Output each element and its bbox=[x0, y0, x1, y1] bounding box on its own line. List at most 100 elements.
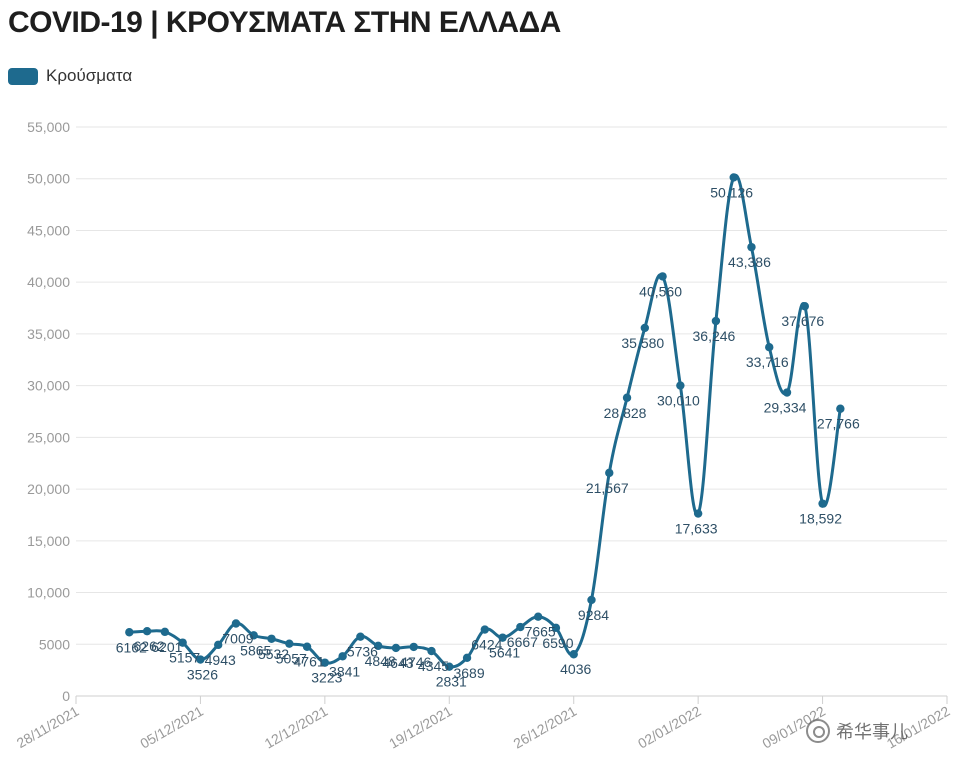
data-point[interactable] bbox=[427, 646, 436, 656]
data-point[interactable] bbox=[178, 638, 187, 647]
gridlines bbox=[76, 126, 947, 645]
data-point[interactable] bbox=[285, 639, 294, 648]
y-tick-label: 45,000 bbox=[27, 222, 70, 238]
data-point[interactable] bbox=[587, 595, 596, 605]
data-point[interactable] bbox=[480, 625, 490, 634]
data-label: 4643 bbox=[382, 655, 413, 671]
legend[interactable]: Κρούσματα bbox=[8, 66, 132, 86]
x-tick-label: 12/12/2021 bbox=[262, 703, 331, 752]
series-line-layer bbox=[129, 173, 842, 669]
data-point[interactable] bbox=[800, 302, 809, 311]
data-point[interactable] bbox=[267, 634, 276, 643]
data-point[interactable] bbox=[445, 662, 454, 671]
data-label: 37,676 bbox=[781, 313, 824, 329]
data-label: 3223 bbox=[311, 670, 342, 686]
data-point[interactable] bbox=[765, 342, 774, 352]
data-label: 36,246 bbox=[693, 328, 736, 344]
data-point[interactable] bbox=[551, 623, 561, 633]
data-point[interactable] bbox=[747, 242, 756, 252]
y-tick-label: 25,000 bbox=[27, 429, 70, 445]
data-point[interactable] bbox=[356, 632, 365, 641]
data-label: 3841 bbox=[329, 663, 360, 679]
data-point[interactable] bbox=[391, 643, 401, 653]
x-tick-label: 05/12/2021 bbox=[137, 703, 206, 752]
data-label: 6590 bbox=[542, 635, 573, 651]
data-label: 2831 bbox=[436, 674, 467, 690]
y-tick-label: 30,000 bbox=[27, 378, 70, 394]
chart-title: COVID-19 | ΚΡΟΥΣΜΑΤΑ ΣΤΗΝ ΕΛΛΑΔΑ bbox=[8, 6, 561, 39]
data-point[interactable] bbox=[533, 612, 543, 621]
data-label: 27,766 bbox=[817, 416, 860, 432]
data-point[interactable] bbox=[516, 622, 525, 632]
data-point[interactable] bbox=[214, 640, 223, 650]
x-tick-label: 19/12/2021 bbox=[386, 703, 455, 752]
data-point[interactable] bbox=[462, 653, 472, 663]
data-point[interactable] bbox=[249, 631, 258, 640]
data-label: 4761 bbox=[294, 654, 325, 670]
data-label: 18,592 bbox=[799, 511, 842, 527]
data-point[interactable] bbox=[622, 393, 632, 402]
x-tick-label: 26/12/2021 bbox=[511, 703, 580, 752]
watermark: 希华事儿 bbox=[806, 718, 908, 744]
data-points bbox=[125, 173, 845, 671]
data-label: 3689 bbox=[453, 665, 484, 681]
data-point[interactable] bbox=[836, 404, 845, 413]
data-point[interactable] bbox=[409, 642, 418, 652]
data-label: 7665 bbox=[525, 624, 556, 640]
y-tick-label: 20,000 bbox=[27, 481, 70, 497]
data-point[interactable] bbox=[605, 468, 614, 478]
data-point[interactable] bbox=[125, 628, 134, 637]
y-tick-label: 55,000 bbox=[27, 119, 70, 135]
data-label: 28,828 bbox=[604, 405, 647, 421]
data-point[interactable] bbox=[498, 633, 507, 642]
data-point[interactable] bbox=[320, 658, 330, 667]
data-label: 4036 bbox=[560, 661, 591, 677]
x-tick-label: 28/11/2021 bbox=[14, 703, 82, 751]
watermark-text: 希华事儿 bbox=[836, 722, 908, 742]
data-point[interactable] bbox=[729, 173, 738, 182]
y-tick-label: 50,000 bbox=[27, 171, 70, 187]
y-tick-label: 5000 bbox=[39, 636, 70, 652]
data-label: 29,334 bbox=[764, 400, 807, 416]
data-label: 5736 bbox=[347, 644, 378, 660]
data-label: 6162 bbox=[116, 639, 147, 655]
data-point[interactable] bbox=[818, 499, 827, 508]
data-label: 9284 bbox=[578, 607, 609, 623]
y-tick-label: 15,000 bbox=[27, 533, 70, 549]
y-tick-label: 0 bbox=[62, 688, 70, 704]
data-label: 5641 bbox=[489, 645, 520, 661]
data-label: 33,716 bbox=[746, 354, 789, 370]
data-label: 4848 bbox=[365, 653, 396, 669]
data-label: 30,010 bbox=[657, 393, 700, 409]
data-point[interactable] bbox=[640, 323, 650, 333]
data-point[interactable] bbox=[302, 642, 312, 651]
data-label: 6667 bbox=[507, 634, 538, 650]
data-label: 6201 bbox=[151, 639, 182, 655]
data-label: 5057 bbox=[276, 651, 307, 667]
data-point[interactable] bbox=[676, 381, 685, 390]
y-tick-label: 35,000 bbox=[27, 326, 70, 342]
data-point[interactable] bbox=[693, 509, 703, 518]
data-point[interactable] bbox=[142, 627, 152, 636]
y-tick-label: 10,000 bbox=[27, 585, 70, 601]
data-label: 5532 bbox=[258, 646, 289, 662]
y-tick-label: 40,000 bbox=[27, 274, 70, 290]
axes: 0 5000 10,000 15,000 20,000 25,000 30,000 35,00… bbox=[14, 119, 953, 752]
data-label: 21,567 bbox=[586, 480, 629, 496]
data-point[interactable] bbox=[338, 652, 347, 661]
data-point[interactable] bbox=[711, 316, 721, 326]
data-point[interactable] bbox=[658, 272, 667, 281]
data-point[interactable] bbox=[196, 655, 205, 664]
data-label: 4345 bbox=[418, 658, 449, 674]
data-point[interactable] bbox=[373, 641, 383, 651]
legend-swatch bbox=[8, 67, 38, 85]
data-label: 7009 bbox=[222, 630, 253, 646]
data-point[interactable] bbox=[231, 619, 241, 628]
data-point[interactable] bbox=[160, 627, 170, 637]
data-point[interactable] bbox=[782, 388, 792, 397]
data-point[interactable] bbox=[569, 650, 578, 659]
legend-label: Κρούσματα bbox=[46, 66, 133, 85]
data-label: 4746 bbox=[400, 654, 431, 670]
